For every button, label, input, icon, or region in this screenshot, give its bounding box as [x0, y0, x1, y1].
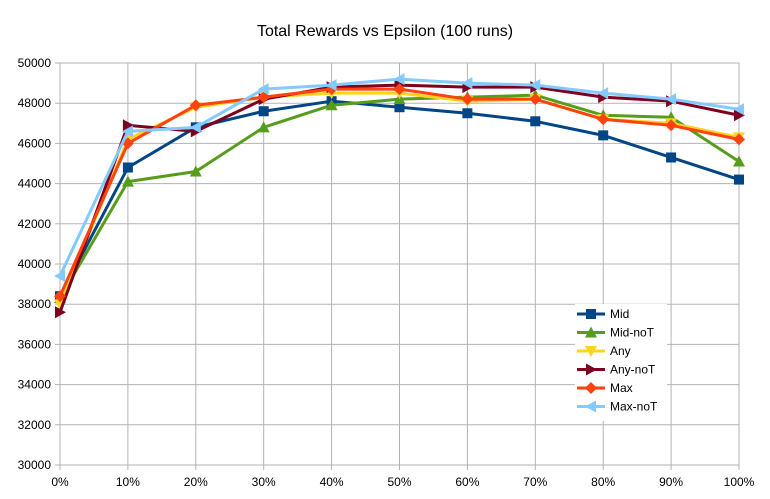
- y-tick-label: 46000: [18, 136, 52, 150]
- y-tick-label: 48000: [18, 96, 52, 110]
- data-point: [189, 99, 202, 112]
- y-tick-label: 36000: [18, 337, 52, 351]
- legend-background: [575, 304, 667, 421]
- x-tick-label: 100%: [724, 475, 755, 489]
- data-point: [121, 125, 133, 138]
- legend-entry: Mid: [577, 307, 629, 321]
- data-point: [121, 175, 134, 187]
- chart-title: Total Rewards vs Epsilon (100 runs): [257, 23, 513, 40]
- data-point: [597, 113, 610, 126]
- legend-swatch-marker: [585, 326, 597, 338]
- data-point: [597, 87, 609, 100]
- data-point: [665, 93, 677, 106]
- legend-entry: Mid-noT: [577, 326, 655, 340]
- data-point: [734, 109, 745, 122]
- x-tick-label: 10%: [116, 475, 140, 489]
- data-point: [393, 73, 405, 86]
- x-tick-label: 30%: [252, 475, 276, 489]
- data-point: [461, 93, 474, 106]
- y-tick-label: 50000: [18, 56, 52, 70]
- data-point: [257, 121, 270, 133]
- legend-entry: Max: [577, 381, 633, 395]
- data-point: [257, 83, 269, 96]
- data-point: [598, 130, 609, 141]
- legend-swatch-marker: [585, 400, 596, 413]
- legend-entry: Any: [577, 344, 631, 358]
- legend-label: Mid-noT: [610, 326, 655, 340]
- data-point: [55, 306, 66, 319]
- x-tick-label: 40%: [320, 475, 344, 489]
- data-point: [189, 121, 201, 134]
- legend-label: Max-noT: [610, 400, 658, 414]
- y-tick-label: 34000: [18, 378, 52, 392]
- data-point: [122, 119, 134, 132]
- data-point: [666, 152, 677, 163]
- data-point: [530, 116, 541, 127]
- y-tick-label: 32000: [18, 418, 52, 432]
- data-point: [122, 162, 133, 173]
- data-point: [529, 79, 541, 92]
- legend-swatch-marker: [586, 309, 596, 319]
- data-point: [258, 106, 269, 117]
- legend-swatch-marker: [585, 346, 597, 357]
- data-point: [325, 79, 337, 92]
- legend-label: Max: [610, 381, 633, 395]
- x-tick-label: 0%: [51, 475, 69, 489]
- x-tick-label: 60%: [455, 475, 479, 489]
- data-point: [734, 174, 744, 185]
- data-point: [394, 102, 405, 113]
- data-point: [54, 290, 66, 303]
- data-point: [462, 108, 473, 119]
- legend-swatch-marker: [585, 382, 597, 394]
- legend-swatch-marker: [586, 363, 597, 376]
- grid-layer: [59, 62, 740, 466]
- legend-label: Any-noT: [610, 363, 656, 377]
- data-point: [257, 91, 270, 104]
- x-tick-label: 80%: [591, 475, 615, 489]
- data-point: [189, 165, 202, 177]
- x-tick-label: 70%: [523, 475, 547, 489]
- data-point: [733, 103, 744, 116]
- legend-entry: Max-noT: [577, 400, 658, 414]
- legend: Mid Mid-noT Any Any-noT Max Max-noT: [575, 304, 667, 421]
- data-point: [733, 155, 745, 167]
- legend-label: Mid: [610, 307, 629, 321]
- data-point: [54, 270, 65, 283]
- x-tick-label: 50%: [387, 475, 411, 489]
- series-max-not: [54, 73, 744, 283]
- axis-layer: 30000 32000 34000 36000 38000 40000 42000 44000…: [18, 56, 755, 489]
- legend-label: Any: [610, 344, 631, 358]
- y-tick-label: 44000: [18, 177, 52, 191]
- x-tick-label: 90%: [659, 475, 683, 489]
- y-tick-label: 40000: [18, 257, 52, 271]
- series-layer: [54, 73, 745, 319]
- data-point: [461, 77, 473, 90]
- data-point: [393, 83, 406, 96]
- y-tick-label: 38000: [18, 297, 52, 311]
- data-point: [733, 133, 745, 146]
- data-point: [325, 99, 338, 111]
- y-tick-label: 30000: [18, 458, 52, 472]
- x-tick-label: 20%: [184, 475, 208, 489]
- data-point: [529, 93, 542, 106]
- legend-entry: Any-noT: [577, 363, 656, 377]
- y-tick-label: 42000: [18, 217, 52, 231]
- series-max: [54, 83, 745, 303]
- data-point: [665, 119, 678, 132]
